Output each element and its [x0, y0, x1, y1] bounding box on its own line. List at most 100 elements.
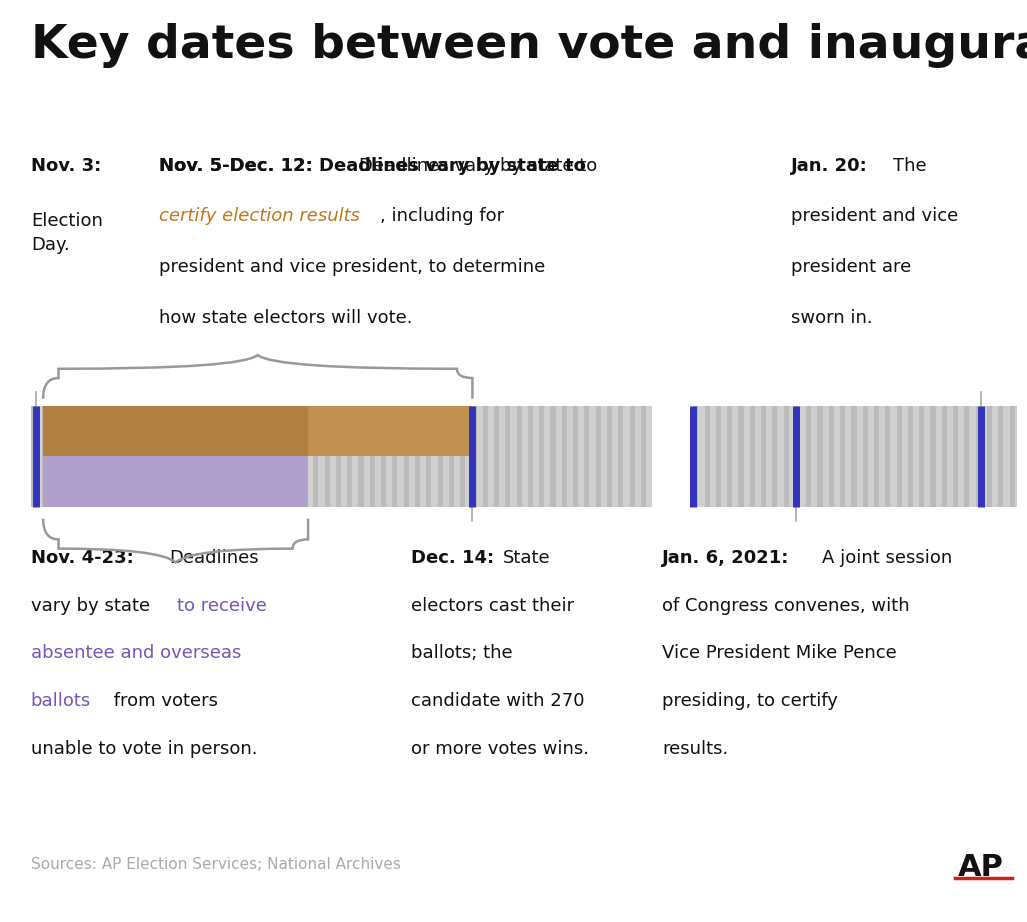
Bar [630, 406, 635, 507]
Bar [817, 406, 823, 507]
Text: president and vice: president and vice [791, 207, 958, 226]
Bar [693, 406, 1017, 507]
Bar [257, 406, 262, 507]
Text: Nov. 3:: Nov. 3: [31, 157, 101, 175]
Text: Election
Day.: Election Day. [31, 212, 103, 254]
Text: , including for: , including for [380, 207, 504, 226]
Bar [897, 406, 902, 507]
Text: president and vice president, to determine: president and vice president, to determi… [159, 258, 545, 277]
Bar [471, 406, 477, 507]
Bar [1010, 406, 1015, 507]
Bar [885, 406, 890, 507]
Bar [43, 456, 308, 507]
Bar [964, 406, 969, 507]
Bar [200, 406, 205, 507]
Bar [693, 406, 698, 507]
Bar [291, 406, 296, 507]
Bar [370, 406, 375, 507]
Text: vary by state: vary by state [31, 597, 156, 615]
Bar [761, 406, 766, 507]
Bar [483, 406, 488, 507]
Bar [336, 406, 341, 507]
Text: certify election results: certify election results [159, 207, 360, 226]
Bar [42, 406, 47, 507]
Text: Nov. 5-Dec. 12: Deadlines vary by state to: Nov. 5-Dec. 12: Deadlines vary by state … [159, 157, 586, 175]
Bar [607, 406, 612, 507]
Bar [795, 406, 800, 507]
Bar [539, 406, 544, 507]
Bar [641, 406, 646, 507]
Bar [325, 406, 330, 507]
Text: unable to vote in person.: unable to vote in person. [31, 740, 258, 759]
Bar [750, 406, 755, 507]
Bar [234, 406, 239, 507]
Bar [43, 406, 472, 456]
Bar [806, 406, 811, 507]
Text: how state electors will vote.: how state electors will vote. [159, 309, 413, 327]
Bar [738, 406, 744, 507]
Bar [178, 406, 183, 507]
Bar [829, 406, 834, 507]
Bar [53, 406, 59, 507]
Text: Key dates between vote and inauguration: Key dates between vote and inauguration [31, 23, 1027, 68]
Text: candidate with 270: candidate with 270 [411, 692, 584, 711]
Text: ballots; the: ballots; the [411, 644, 512, 663]
Bar [87, 406, 92, 507]
Bar [573, 406, 578, 507]
Text: sworn in.: sworn in. [791, 309, 872, 327]
Bar [415, 406, 420, 507]
Bar [505, 406, 510, 507]
Text: results.: results. [662, 740, 729, 759]
Text: Jan. 20:: Jan. 20: [791, 157, 868, 175]
Bar [772, 406, 777, 507]
Bar [166, 406, 172, 507]
Bar [727, 406, 732, 507]
Bar [562, 406, 567, 507]
Bar [245, 406, 251, 507]
Bar [302, 406, 307, 507]
Bar [144, 406, 149, 507]
Text: Vice President Mike Pence: Vice President Mike Pence [662, 644, 898, 663]
Bar [942, 406, 947, 507]
Bar [121, 406, 126, 507]
Bar [313, 406, 318, 507]
Text: absentee and overseas: absentee and overseas [31, 644, 241, 663]
Bar [494, 406, 499, 507]
Bar [358, 406, 364, 507]
Bar [528, 406, 533, 507]
Bar [212, 406, 217, 507]
Bar [99, 406, 104, 507]
Bar [550, 406, 556, 507]
Text: presiding, to certify: presiding, to certify [662, 692, 838, 711]
Bar [404, 406, 409, 507]
Bar [31, 406, 652, 507]
Bar [110, 406, 115, 507]
Bar [584, 406, 589, 507]
Text: Deadlines vary by state to: Deadlines vary by state to [359, 157, 598, 175]
Bar [851, 406, 857, 507]
Bar [976, 406, 981, 507]
Bar [381, 406, 386, 507]
Bar [268, 406, 273, 507]
Text: Nov. 4-23:: Nov. 4-23: [31, 549, 134, 567]
Text: State: State [503, 549, 550, 567]
Bar [279, 406, 284, 507]
Bar [596, 406, 601, 507]
Bar [449, 406, 454, 507]
Text: of Congress convenes, with: of Congress convenes, with [662, 597, 910, 615]
Bar [840, 406, 845, 507]
Text: Deadlines: Deadlines [169, 549, 259, 567]
Bar [460, 406, 465, 507]
Bar [998, 406, 1003, 507]
Bar [953, 406, 958, 507]
Bar [784, 406, 789, 507]
Text: from voters: from voters [108, 692, 218, 711]
Text: Dec. 14:: Dec. 14: [411, 549, 494, 567]
Bar [392, 406, 397, 507]
Text: electors cast their: electors cast their [411, 597, 574, 615]
Bar [31, 406, 36, 507]
Bar [517, 406, 522, 507]
Bar [908, 406, 913, 507]
Bar [76, 406, 81, 507]
Text: to receive: to receive [177, 597, 267, 615]
